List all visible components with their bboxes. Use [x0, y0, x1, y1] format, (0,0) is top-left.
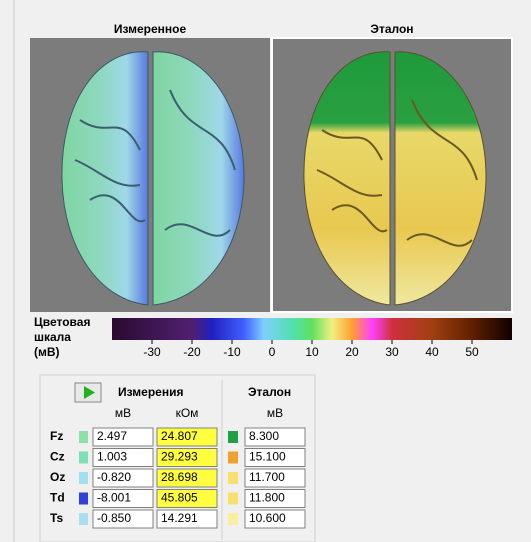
- value-ref: 11.800: [249, 491, 285, 505]
- color-scale: [112, 318, 512, 340]
- swatch: [228, 452, 238, 464]
- value-ref: 11.700: [249, 470, 285, 484]
- swatch: [228, 493, 238, 505]
- table-header: Эталон: [248, 385, 291, 399]
- row-label: Ts: [50, 511, 63, 525]
- value-ref: 10.600: [249, 511, 286, 525]
- scale-tick-label: 10: [305, 345, 319, 359]
- swatch: [79, 431, 88, 443]
- panel-title: Эталон: [370, 22, 413, 36]
- unit-label: мВ: [115, 406, 131, 420]
- swatch: [79, 452, 88, 464]
- scale-label: (мВ): [34, 345, 60, 359]
- value-kohm: 45.805: [161, 491, 198, 505]
- row-label: Fz: [50, 429, 63, 443]
- scale-tick-label: 50: [465, 345, 479, 359]
- scale-tick-label: -30: [143, 345, 161, 359]
- scale-tick-label: 20: [345, 345, 359, 359]
- scale-tick-label: 30: [385, 345, 399, 359]
- value-mv: -0.850: [97, 511, 131, 525]
- value-kohm: 29.293: [161, 450, 198, 464]
- scale-tick-label: 0: [269, 345, 276, 359]
- scale-tick-label: -10: [223, 345, 241, 359]
- swatch: [79, 472, 88, 484]
- swatch: [228, 472, 238, 484]
- value-mv: -8.001: [97, 491, 131, 505]
- swatch: [79, 493, 88, 505]
- brain-measured: [62, 52, 244, 305]
- row-label: Td: [50, 491, 65, 505]
- value-mv: 2.497: [97, 429, 127, 443]
- scale-tick-label: 40: [425, 345, 439, 359]
- scale-tick-label: -20: [183, 345, 201, 359]
- table-header: Измерения: [118, 385, 183, 399]
- value-ref: 15.100: [249, 450, 286, 464]
- unit-label: мВ: [267, 406, 283, 420]
- brain-reference: [304, 52, 486, 305]
- row-label: Oz: [50, 470, 65, 484]
- panel-title: Измеренное: [114, 22, 187, 36]
- value-kohm: 14.291: [161, 511, 198, 525]
- swatch: [228, 431, 238, 443]
- scale-label: шкала: [34, 330, 71, 344]
- scale-label: Цветовая: [34, 315, 90, 329]
- value-ref: 8.300: [249, 429, 279, 443]
- unit-label: кОм: [176, 406, 199, 420]
- value-mv: 1.003: [97, 450, 127, 464]
- app-window: Измеренное Эталон Цветовая шкала (мВ) Из…: [0, 0, 531, 542]
- swatch: [228, 513, 238, 525]
- swatch: [79, 513, 88, 525]
- value-mv: -0.820: [97, 470, 131, 484]
- value-kohm: 28.698: [161, 470, 198, 484]
- row-label: Cz: [50, 450, 65, 464]
- value-kohm: 24.807: [161, 429, 198, 443]
